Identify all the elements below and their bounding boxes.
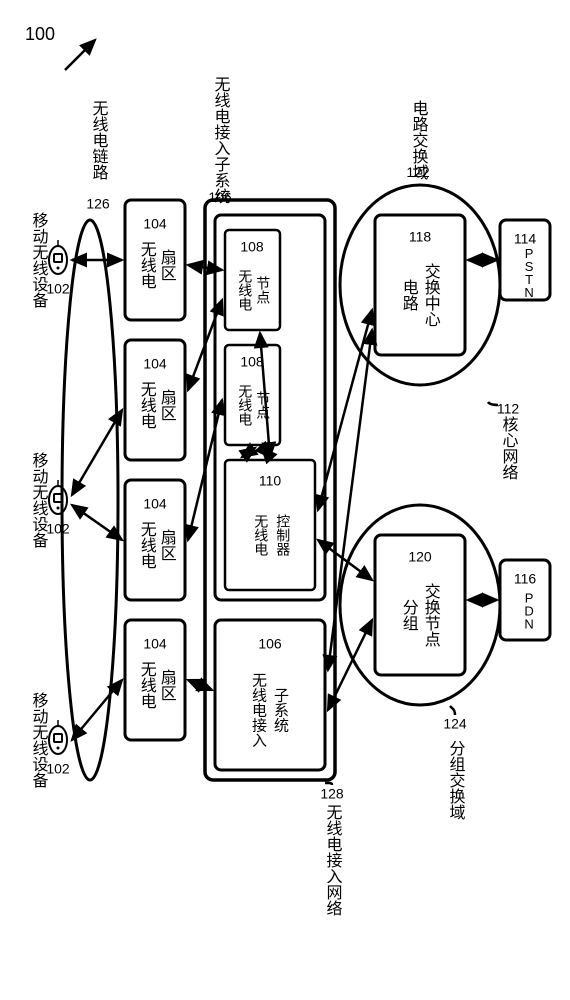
sector-4: 104 无线电 扇区 (125, 620, 185, 740)
msc-l1: 电路 (400, 279, 419, 311)
pstn-l: PSTN (522, 246, 537, 298)
rn2-id: 108 (240, 354, 264, 370)
sector-3-l1: 无线电 (138, 521, 157, 569)
rn1-id: 108 (240, 239, 264, 255)
core-label: 核心网络 (500, 416, 519, 480)
sector-3-l2: 扇区 (158, 529, 177, 561)
radio-controller: 110 无线电 控制器 (225, 460, 315, 590)
sector-3-id: 104 (143, 496, 167, 512)
mobile-device-2 (49, 480, 67, 514)
core-id: 112 (497, 401, 520, 417)
rasb-l2: 子系统 (272, 688, 289, 734)
sector-4-l1: 无线电 (138, 661, 157, 709)
sector-1: 104 无线电 扇区 (125, 200, 185, 320)
sector-4-l2: 扇区 (158, 669, 177, 701)
rn1-l2: 节点 (255, 276, 271, 304)
device-id-1: 102 (46, 281, 70, 297)
ras-top-label: 无线电接入子系统 (212, 76, 231, 204)
msc: 118 电路 交换中心 (375, 215, 465, 355)
device-id-3: 102 (46, 761, 70, 777)
rasb-id: 106 (258, 636, 282, 652)
rc-id: 110 (259, 473, 282, 489)
pstn-id: 114 (514, 231, 537, 247)
pstn: 114 PSTN (500, 220, 550, 300)
sector-2: 104 无线电 扇区 (125, 340, 185, 460)
pdn-id: 116 (514, 571, 537, 587)
ran-label: 无线电接入网络 (324, 804, 343, 916)
ps-domain-id: 124 (443, 716, 467, 732)
pdn-l: PDN (522, 591, 537, 630)
psn: 120 分组 交换节点 (375, 535, 465, 675)
mobile-device-3 (49, 720, 67, 754)
diagram-id: 100 (25, 24, 55, 44)
sector-4-id: 104 (143, 636, 167, 652)
msc-id: 118 (409, 229, 432, 245)
rc-l1: 无线电 (253, 514, 269, 556)
ran-id: 128 (320, 786, 344, 802)
radio-link-id: 126 (86, 196, 110, 212)
mobile-device-1 (49, 240, 67, 274)
rasb-l1: 无线电接入 (250, 673, 267, 748)
sector-2-id: 104 (143, 356, 167, 372)
sector-1-l1: 无线电 (138, 241, 157, 289)
rc-l2: 控制器 (275, 514, 291, 556)
ps-domain-label: 分组交换域 (447, 740, 466, 820)
msc-l2: 交换中心 (422, 263, 441, 327)
sector-3: 104 无线电 扇区 (125, 480, 185, 600)
psn-l2: 交换节点 (422, 583, 441, 647)
cs-domain-id: 122 (406, 164, 430, 180)
rn2-l2: 节点 (255, 391, 271, 419)
radio-link-label: 无线电链路 (90, 100, 109, 180)
psn-id: 120 (408, 549, 432, 565)
psn-l1: 分组 (400, 599, 419, 631)
ras-bottom: 106 无线电接入 子系统 (215, 620, 325, 770)
radio-node-1: 108 无线电 节点 (225, 230, 280, 330)
pdn: 116 PDN (500, 560, 550, 640)
sector-2-l1: 无线电 (138, 381, 157, 429)
sector-1-l2: 扇区 (158, 249, 177, 281)
device-id-2: 102 (46, 521, 70, 537)
ras-top-id: 106 (208, 189, 232, 205)
rn1-l1: 无线电 (237, 269, 253, 311)
sector-1-id: 104 (143, 216, 167, 232)
sector-2-l2: 扇区 (158, 389, 177, 421)
radio-node-2: 108 无线电 节点 (225, 345, 280, 445)
rn2-l1: 无线电 (237, 384, 253, 426)
